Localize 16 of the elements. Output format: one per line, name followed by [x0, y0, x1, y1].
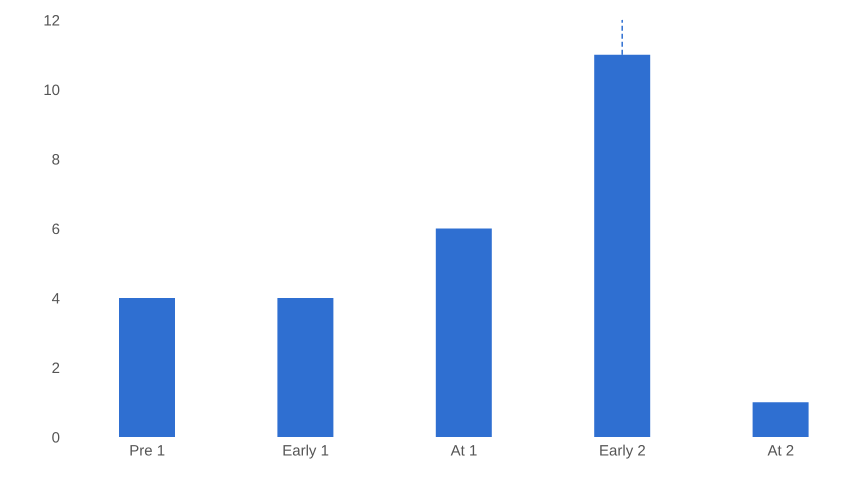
x-tick-label: Early 2 — [599, 442, 646, 460]
y-tick-label: 8 — [52, 151, 60, 168]
y-tick-label: 12 — [43, 12, 60, 30]
bar — [436, 228, 492, 437]
x-tick-label: Pre 1 — [129, 442, 166, 460]
x-tick-label: At 1 — [450, 442, 478, 460]
bar — [119, 298, 175, 437]
x-tick-label: Early 1 — [282, 442, 329, 460]
bar — [277, 298, 334, 437]
y-tick-label: 0 — [52, 429, 60, 446]
bar — [752, 402, 809, 437]
y-tick-label: 4 — [52, 290, 60, 308]
y-tick-label: 2 — [52, 360, 60, 377]
y-tick-label: 6 — [52, 220, 60, 238]
y-tick-label: 10 — [43, 82, 60, 99]
x-tick-label: At 2 — [767, 442, 794, 460]
